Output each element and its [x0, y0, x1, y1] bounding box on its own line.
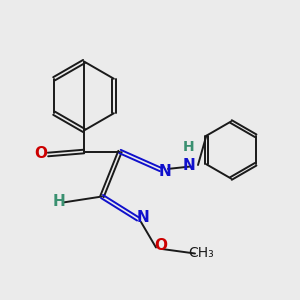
Text: O: O [34, 146, 47, 160]
Text: N: N [159, 164, 171, 178]
Text: CH₃: CH₃ [188, 246, 214, 260]
Text: N: N [183, 158, 195, 172]
Text: N: N [136, 210, 149, 225]
Text: O: O [154, 238, 167, 253]
Text: H: H [52, 194, 65, 208]
Text: H: H [183, 140, 195, 154]
